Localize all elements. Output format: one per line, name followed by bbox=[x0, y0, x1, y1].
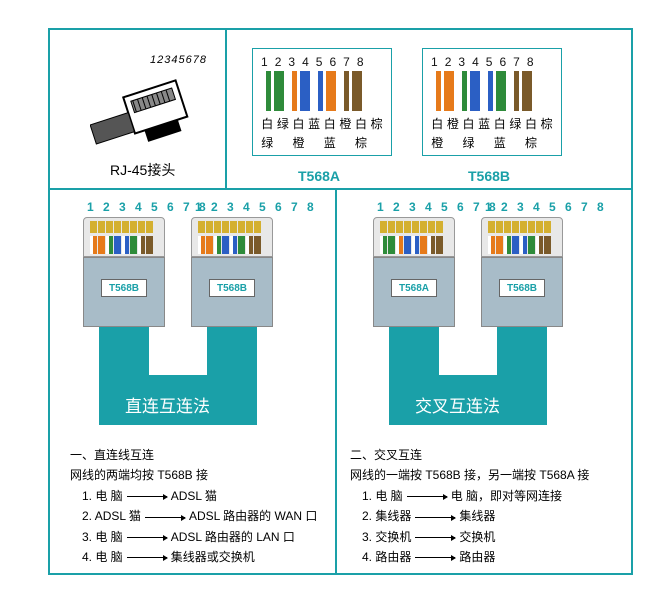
divider-vertical-bottom bbox=[335, 188, 337, 575]
list-item: 电 脑集线器或交换机 bbox=[82, 547, 330, 567]
rj45-connector-diagram: 12345678 RJ-45接头 bbox=[60, 40, 220, 180]
crossover-sub: 网线的一端按 T568B 接，另一端按 T568A 接 bbox=[350, 465, 630, 485]
t568a-stripes bbox=[261, 71, 383, 111]
left-conn2-nums: 1 2 3 4 5 6 7 8 bbox=[195, 200, 317, 214]
t568b-pin-numbers: 12345678 bbox=[431, 55, 553, 69]
list-item: 电 脑电 脑，即对等网连接 bbox=[362, 486, 630, 506]
rj45-icon bbox=[90, 70, 210, 160]
divider-vertical-top bbox=[225, 28, 227, 188]
t568a-chart: 12345678 白绿白蓝白橙白棕 绿橙蓝棕 bbox=[252, 48, 392, 156]
list-item: 路由器路由器 bbox=[362, 547, 630, 567]
diagram-page: 12345678 RJ-45接头 12345678 白绿白蓝白橙白棕 绿橙蓝棕 … bbox=[0, 0, 653, 603]
straight-heading: 一、直连线互连 bbox=[70, 445, 330, 465]
crossover-heading: 二、交叉互连 bbox=[350, 445, 630, 465]
t568b-title: T568B bbox=[468, 168, 510, 184]
straight-method-label: 直连互连法 bbox=[125, 392, 210, 417]
straight-through-panel: 1 2 3 4 5 6 7 8 1 2 3 4 5 6 7 8 T568B T5… bbox=[55, 195, 330, 565]
straight-desc: 一、直连线互连 网线的两端均按 T568B 接 电 脑ADSL 猫ADSL 猫A… bbox=[70, 445, 330, 567]
right-conn2-nums: 1 2 3 4 5 6 7 8 bbox=[485, 200, 607, 214]
t568a-pin-numbers: 12345678 bbox=[261, 55, 383, 69]
crossover-method-label: 交叉互连法 bbox=[415, 392, 500, 417]
crossover-items: 电 脑电 脑，即对等网连接集线器集线器交换机交换机路由器路由器 bbox=[350, 486, 630, 568]
rj45-pin-numbers: 12345678 bbox=[150, 54, 207, 66]
straight-sub: 网线的两端均按 T568B 接 bbox=[70, 465, 330, 485]
crossover-panel: 1 2 3 4 5 6 7 8 1 2 3 4 5 6 7 8 T568A T5… bbox=[345, 195, 630, 565]
straight-items: 电 脑ADSL 猫ADSL 猫ADSL 路由器的 WAN 口电 脑ADSL 路由… bbox=[70, 486, 330, 568]
list-item: ADSL 猫ADSL 路由器的 WAN 口 bbox=[82, 506, 330, 526]
list-item: 电 脑ADSL 路由器的 LAN 口 bbox=[82, 527, 330, 547]
list-item: 交换机交换机 bbox=[362, 527, 630, 547]
t568a-title: T568A bbox=[298, 168, 340, 184]
t568b-labels: 白橙白蓝白绿白棕 橙绿蓝棕 bbox=[431, 115, 553, 151]
rj45-label: RJ-45接头 bbox=[110, 160, 175, 180]
crossover-desc: 二、交叉互连 网线的一端按 T568B 接，另一端按 T568A 接 电 脑电 … bbox=[350, 445, 630, 567]
right-conn1-nums: 1 2 3 4 5 6 7 8 bbox=[377, 200, 499, 214]
t568a-labels: 白绿白蓝白橙白棕 绿橙蓝棕 bbox=[261, 115, 383, 151]
list-item: 集线器集线器 bbox=[362, 506, 630, 526]
divider-horizontal bbox=[48, 188, 633, 190]
left-conn1-nums: 1 2 3 4 5 6 7 8 bbox=[87, 200, 209, 214]
t568b-chart: 12345678 白橙白蓝白绿白棕 橙绿蓝棕 bbox=[422, 48, 562, 156]
list-item: 电 脑ADSL 猫 bbox=[82, 486, 330, 506]
t568b-stripes bbox=[431, 71, 553, 111]
